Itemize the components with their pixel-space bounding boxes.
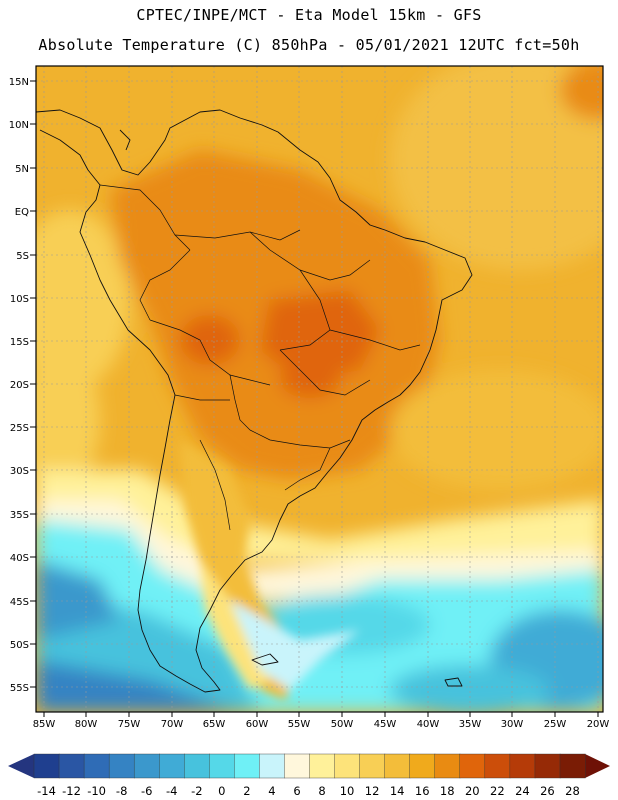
lon-tick-label: 85W xyxy=(33,719,56,730)
lon-tick-label: 50W xyxy=(331,719,354,730)
lat-tick-label: 15N xyxy=(9,77,29,88)
colorbar-label: -8 xyxy=(116,784,127,798)
lat-tick-label: 55S xyxy=(10,683,29,694)
colorbar-swatch xyxy=(284,753,311,779)
map-title-line2: Absolute Temperature (C) 850hPa - 05/01/… xyxy=(38,36,580,54)
lat-tick-label: 5N xyxy=(15,164,29,175)
colorbar: -14 -12 -10 -8 -6 -4 -2 0 2 4 6 8 10 12 14 16 18 20 22 24 26… xyxy=(8,753,610,798)
lon-tick-label: 80W xyxy=(75,719,98,730)
lon-tick-label: 25W xyxy=(544,719,567,730)
lon-tick-label: 40W xyxy=(417,719,440,730)
colorbar-label: 20 xyxy=(465,784,480,798)
lon-tick-label: 45W xyxy=(374,719,397,730)
colorbar-swatch xyxy=(33,753,60,779)
colorbar-label: 6 xyxy=(293,784,300,798)
map-title-line1: CPTEC/INPE/MCT - Eta Model 15km - GFS xyxy=(136,6,482,24)
colorbar-swatch xyxy=(359,753,386,779)
colorbar-swatch xyxy=(159,753,185,779)
colorbar-label: 2 xyxy=(243,784,250,798)
colorbar-swatch xyxy=(484,753,511,779)
colorbar-swatches xyxy=(33,753,586,779)
lat-tick-label: 20S xyxy=(10,380,29,391)
colorbar-label: 18 xyxy=(440,784,455,798)
colorbar-swatch xyxy=(58,753,85,779)
colorbar-label: 26 xyxy=(540,784,555,798)
colorbar-swatch xyxy=(434,753,461,779)
lon-tick-label: 55W xyxy=(288,719,311,730)
colorbar-label: 24 xyxy=(515,784,530,798)
temperature-field xyxy=(36,66,603,712)
colorbar-label: 28 xyxy=(565,784,580,798)
colorbar-under-arrow xyxy=(8,754,34,778)
colorbar-label: -4 xyxy=(166,784,177,798)
lat-tick-label: 5S xyxy=(16,251,29,262)
colorbar-label: -6 xyxy=(141,784,152,798)
lat-tick-label: 30S xyxy=(10,466,29,477)
plot-frame xyxy=(35,65,604,713)
lon-tick-label: 65W xyxy=(203,719,226,730)
coastlines xyxy=(36,109,473,693)
latitude-axis: 15N 10N 5N EQ 5S 10S 15S 20S 25S 30S 35S… xyxy=(9,77,36,694)
colorbar-label: 22 xyxy=(490,784,505,798)
lon-tick-label: 30W xyxy=(501,719,524,730)
colorbar-swatch xyxy=(184,753,210,779)
lon-tick-label: 75W xyxy=(118,719,141,730)
lat-tick-label: 10S xyxy=(10,294,29,305)
colorbar-label: 16 xyxy=(415,784,430,798)
lat-tick-label: 15S xyxy=(10,337,29,348)
colorbar-swatch xyxy=(209,753,235,779)
lat-tick-label: 40S xyxy=(10,553,29,564)
colorbar-label: 12 xyxy=(365,784,380,798)
colorbar-swatch xyxy=(559,753,586,779)
colorbar-label: 8 xyxy=(318,784,325,798)
colorbar-label: 14 xyxy=(390,784,405,798)
colorbar-swatch xyxy=(234,753,261,779)
lat-tick-label: 50S xyxy=(10,640,29,651)
colorbar-label: 4 xyxy=(268,784,275,798)
colorbar-swatch xyxy=(334,753,361,779)
colorbar-swatch xyxy=(409,753,436,779)
colorbar-swatch xyxy=(459,753,486,779)
lon-tick-label: 35W xyxy=(459,719,482,730)
colorbar-label: -10 xyxy=(87,784,106,798)
lat-tick-label: 25S xyxy=(10,423,29,434)
lon-tick-label: 20W xyxy=(587,719,610,730)
colorbar-swatch xyxy=(384,753,411,779)
country-borders xyxy=(99,184,421,531)
colorbar-label: 0 xyxy=(218,784,225,798)
colorbar-swatch xyxy=(509,753,536,779)
colorbar-over-arrow xyxy=(585,754,610,778)
colorbar-swatch xyxy=(534,753,561,779)
lat-tick-label: 35S xyxy=(10,510,29,521)
colorbar-swatch xyxy=(108,753,135,779)
colorbar-swatch xyxy=(83,753,110,779)
colorbar-swatch xyxy=(133,753,160,779)
colorbar-swatch xyxy=(259,753,286,779)
colorbar-label: -12 xyxy=(62,784,81,798)
lat-tick-label: EQ xyxy=(15,207,29,218)
colorbar-labels: -14 -12 -10 -8 -6 -4 -2 0 2 4 6 8 10 12 14 16 18 20 22 24 26… xyxy=(37,784,580,798)
colorbar-label: 10 xyxy=(340,784,355,798)
colorbar-label: -2 xyxy=(191,784,202,798)
lon-tick-label: 60W xyxy=(246,719,269,730)
lon-tick-label: 70W xyxy=(161,719,184,730)
longitude-axis: 85W 80W 75W 70W 65W 60W 55W 50W 45W 40W … xyxy=(33,712,610,730)
colorbar-swatch xyxy=(309,753,336,779)
lat-tick-label: 10N xyxy=(9,120,29,131)
lat-tick-label: 45S xyxy=(10,597,29,608)
colorbar-label: -14 xyxy=(37,784,56,798)
